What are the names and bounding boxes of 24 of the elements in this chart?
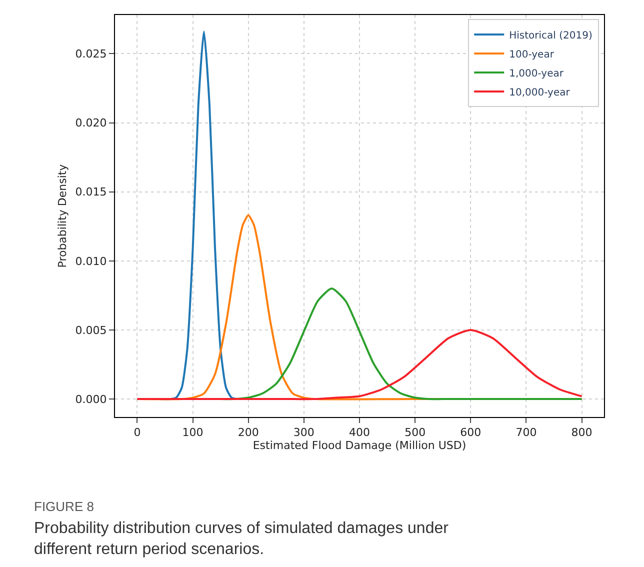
legend-label: 100-year <box>509 49 555 60</box>
x-tick-label: 300 <box>293 426 314 440</box>
y-tick-label: 0.025 <box>75 48 107 61</box>
legend-label: 1,000-year <box>509 68 564 80</box>
text: Probability distribution curves of simulated damages under different return period scenarios. <box>34 520 450 558</box>
x-tick-label: 400 <box>349 426 370 440</box>
legend-label: Historical (2019) <box>509 30 592 42</box>
y-tick-label: 0.000 <box>75 392 107 406</box>
y-axis-title: Probability Density <box>56 164 69 268</box>
line-series <box>136 328 583 400</box>
y-tick-label: 0.020 <box>75 116 107 130</box>
y-tick-label: 0.005 <box>75 324 107 337</box>
legend-label: 10,000-year <box>509 87 571 98</box>
x-tick-label: 0 <box>134 426 141 440</box>
x-tick-label: 500 <box>404 426 426 440</box>
x-tick-label: 200 <box>238 426 259 440</box>
x-tick-label: 800 <box>571 426 592 440</box>
caption: FIGURE 8 <box>34 499 94 514</box>
x-tick-label: 100 <box>182 426 204 440</box>
y-tick-label: 0.010 <box>75 254 107 268</box>
x-tick-label: 700 <box>516 426 537 440</box>
y-tick-label: 0.015 <box>75 186 107 199</box>
x-axis-title: Estimated Flood Damage (Million USD) <box>252 439 466 452</box>
x-tick-label: 600 <box>460 426 482 440</box>
